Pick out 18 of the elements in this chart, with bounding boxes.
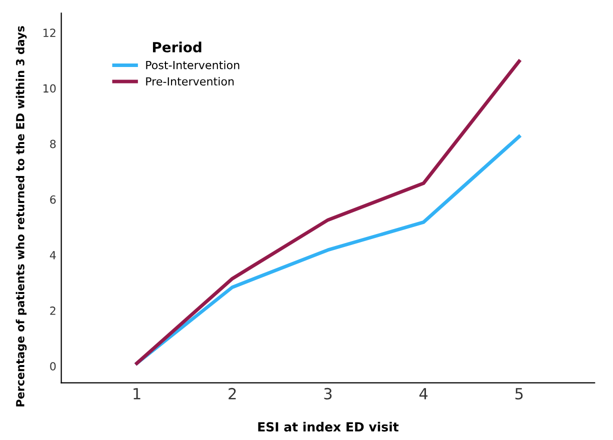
- y-tick-label: 10: [44, 84, 56, 93]
- line-series: [135, 60, 521, 366]
- x-axis-title: ESI at index ED visit: [258, 422, 399, 432]
- x-tick-label: 4: [419, 388, 428, 400]
- y-tick-label: 6: [50, 195, 56, 204]
- x-tick-label: 1: [134, 388, 140, 400]
- x-tick-label: 3: [324, 388, 332, 400]
- y-tick-label: 0: [50, 362, 56, 371]
- legend-label: Pre-Intervention: [146, 76, 234, 86]
- y-tick-label: 2: [50, 306, 56, 315]
- y-tick-label: 4: [50, 251, 56, 260]
- x-tick-label: 2: [228, 388, 236, 400]
- y-tick-label: 8: [50, 140, 56, 148]
- legend-label: Post-Intervention: [146, 60, 240, 70]
- legend-title: Period: [152, 42, 202, 52]
- y-axis-title: Percentage of patients who returned to the ED within 3 days: [16, 26, 27, 406]
- y-tick-label: 12: [44, 28, 56, 37]
- x-tick-label: 5: [515, 388, 523, 400]
